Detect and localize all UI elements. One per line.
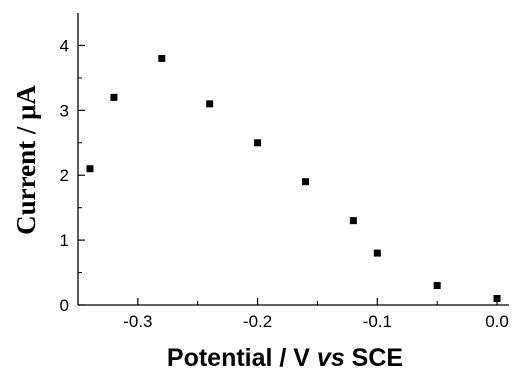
data-points [86,54,501,303]
data-point [349,217,357,225]
data-point [373,249,381,257]
data-point [86,165,94,173]
data-point [493,295,501,303]
y-tick-label: 4 [60,36,69,55]
x-tick-label: -0.1 [363,312,392,331]
y-axis-label: Current / μA [11,85,41,235]
x-tick-label: 0.0 [485,312,509,331]
x-axis-label: Potential / V vs SCE [167,344,403,372]
data-point [254,139,262,147]
y-axis-ticks: 0 1 2 3 4 [60,36,85,315]
y-tick-label: 1 [60,231,69,250]
y-tick-label: 2 [60,166,69,185]
x-tick-label: -0.2 [243,312,272,331]
y-tick-label: 3 [60,101,69,120]
x-axis-label-suffix: SCE [345,344,403,372]
plot-frame [77,13,509,306]
data-point [158,54,166,62]
x-tick-label: -0.3 [123,312,152,331]
data-point [110,93,118,101]
data-point [433,282,441,290]
x-axis-label-italic: vs [317,344,345,372]
x-axis-label-main: Potential / V [167,344,317,372]
y-tick-label: 0 [60,296,69,315]
data-point [301,178,309,186]
data-point [206,100,214,108]
x-axis-ticks: -0.3 -0.2 -0.1 0.0 [77,298,509,331]
